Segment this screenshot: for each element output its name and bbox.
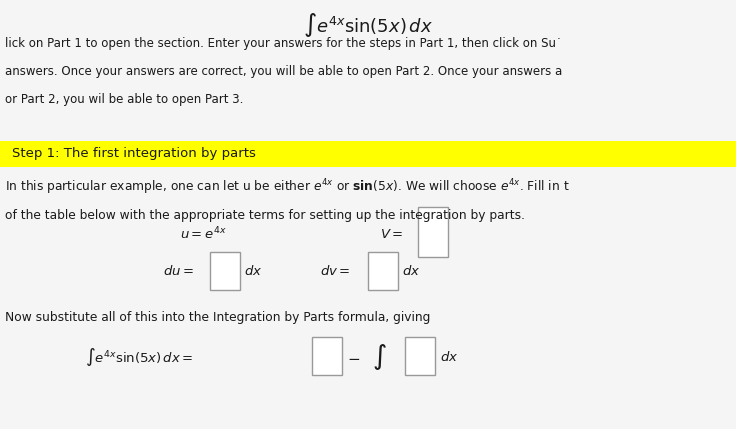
Text: Now substitute all of this into the Integration by Parts formula, giving: Now substitute all of this into the Inte… [5, 311, 431, 324]
Text: $\int$: $\int$ [372, 342, 386, 372]
Bar [405, 337, 435, 375]
Bar [312, 337, 342, 375]
Text: $\int e^{4x} \sin(5x)\, dx = $: $\int e^{4x} \sin(5x)\, dx = $ [85, 346, 194, 368]
Text: $dx$: $dx$ [244, 264, 262, 278]
Text: $\int e^{4x} \sin(5x)\, dx$: $\int e^{4x} \sin(5x)\, dx$ [303, 11, 433, 39]
Text: $u = e^{4x}$: $u = e^{4x}$ [180, 226, 227, 242]
Text: lick on Part 1 to open the section. Enter your answers for the steps in Part 1, : lick on Part 1 to open the section. Ente… [5, 37, 562, 50]
Text: $dx$: $dx$ [440, 350, 459, 364]
Text: $-$: $-$ [347, 350, 360, 365]
Text: of the table below with the appropriate terms for setting up the integration by : of the table below with the appropriate … [5, 209, 525, 222]
Text: Step 1: The first integration by parts: Step 1: The first integration by parts [12, 148, 256, 160]
Bar [210, 252, 240, 290]
Bar [0, 141, 736, 167]
Text: $V = $: $V = $ [380, 227, 403, 241]
Text: $dv = $: $dv = $ [320, 264, 350, 278]
Text: $dx$: $dx$ [402, 264, 420, 278]
Bar [368, 252, 398, 290]
Text: or Part 2, you wil be able to open Part 3.: or Part 2, you wil be able to open Part … [5, 93, 244, 106]
Text: In this particular example, one can let u be either $e^{4x}$ or $\mathbf{sin}(5x: In this particular example, one can let … [5, 177, 570, 196]
Bar [418, 207, 448, 257]
Text: answers. Once your answers are correct, you will be able to open Part 2. Once yo: answers. Once your answers are correct, … [5, 65, 562, 78]
Text: $du = $: $du = $ [163, 264, 194, 278]
